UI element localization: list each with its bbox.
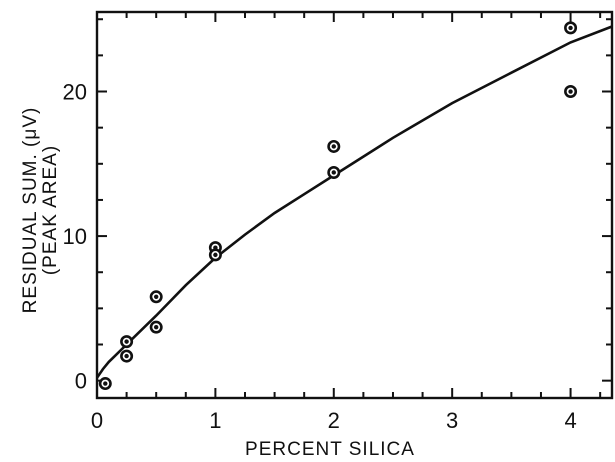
- x-tick-labels: 0 1 2 3 4: [91, 408, 577, 433]
- data-point-dot: [331, 144, 336, 149]
- data-point-dot: [568, 25, 573, 31]
- plot-frame: [95, 10, 614, 400]
- data-point: [120, 349, 134, 363]
- x-tick-label: 2: [328, 408, 340, 433]
- y-axis-title-line2: (PEAK AREA): [40, 145, 61, 275]
- y-tick-label: 20: [63, 80, 87, 105]
- data-point-dot: [153, 294, 159, 300]
- x-axis-title: PERCENT SILICA: [245, 439, 415, 460]
- axis-ticks: [96, 12, 612, 398]
- data-point: [564, 85, 578, 99]
- data-point-dot: [213, 252, 218, 258]
- data-point-dot: [124, 339, 129, 344]
- data-point: [208, 248, 222, 262]
- x-tick-label: 1: [209, 408, 221, 433]
- fit-curve: [95, 25, 613, 379]
- data-point-dot: [103, 381, 108, 386]
- y-tick-label: 10: [63, 224, 87, 249]
- y-tick-label: 0: [75, 369, 87, 394]
- data-point: [327, 139, 341, 153]
- data-point-dot: [568, 89, 573, 94]
- data-point: [149, 320, 163, 334]
- y-axis-title-line1: RESIDUAL SUM. (μV): [20, 107, 41, 314]
- y-tick-labels: 0 10 20: [63, 80, 87, 394]
- data-point-dot: [153, 324, 159, 330]
- x-tick-label: 3: [446, 408, 458, 433]
- x-tick-label: 4: [564, 408, 576, 433]
- data-point: [327, 165, 341, 179]
- data-point-dot: [331, 170, 336, 175]
- data-point: [149, 290, 163, 304]
- x-tick-label: 0: [91, 408, 103, 433]
- data-point-dot: [124, 353, 129, 359]
- data-points: [98, 21, 578, 391]
- data-point: [98, 377, 112, 391]
- data-point: [564, 21, 578, 35]
- data-point: [120, 335, 134, 349]
